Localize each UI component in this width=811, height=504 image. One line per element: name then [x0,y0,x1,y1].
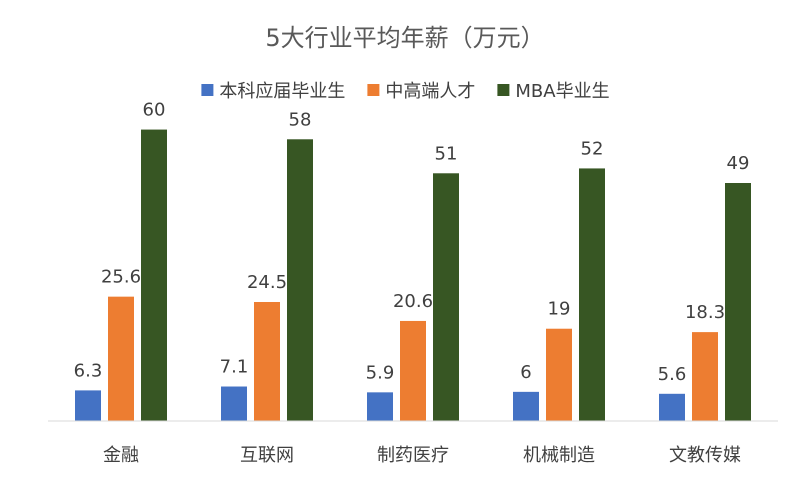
bar-3-4 [579,168,605,421]
legend-swatch-3 [497,84,510,96]
x-axis-ticks: 金融 互联网 制药医疗 机械制造 文教传媒 [103,445,741,466]
data-label-2-4: 19 [548,299,571,320]
bar-2-4 [546,328,572,421]
bar-2-2 [254,302,280,421]
bar-2-5 [692,332,718,421]
legend-label-1: 本科应届毕业生 [219,81,345,102]
bar-2-1 [108,296,134,421]
data-label-3-3: 51 [435,143,458,164]
data-label-2-3: 20.6 [393,291,433,312]
bar-1-2 [221,386,247,421]
bar-3-3 [433,173,459,421]
data-label-3-2: 58 [289,109,312,130]
chart-title: 5大行业平均年薪（万元） [265,24,544,52]
x-tick-label-2: 互联网 [240,445,294,466]
data-label-3-5: 49 [727,153,750,174]
bar-3-1 [141,129,167,422]
legend-label-3: MBA毕业生 [515,81,609,102]
bar-1-3 [367,392,393,421]
legend: 本科应届毕业生 中高端人才 MBA毕业生 [201,81,610,102]
bar-2-3 [400,320,426,421]
data-label-1-4: 6 [520,362,531,383]
legend-swatch-2 [367,84,380,96]
data-label-1-2: 7.1 [220,357,249,378]
bar-3-2 [287,139,313,422]
data-label-1-1: 6.3 [74,360,103,381]
legend-swatch-1 [201,84,214,96]
x-tick-label-1: 金融 [103,445,139,466]
bar-3-5 [725,183,751,421]
bar-1-4 [513,391,539,421]
x-tick-label-4: 机械制造 [523,445,595,466]
data-label-2-5: 18.3 [685,302,725,323]
data-label-1-5: 5.6 [658,364,687,385]
data-label-1-3: 5.9 [366,362,395,383]
plot-area: 6.3 25.6 60 7.1 24.5 58 5.9 20.6 51 6 19 52 5.6 18.3 4… [74,100,751,422]
x-tick-label-3: 制药医疗 [377,445,449,466]
data-label-3-4: 52 [581,138,604,159]
data-label-3-1: 60 [143,100,166,121]
bar-1-1 [75,390,101,421]
data-label-2-1: 25.6 [101,267,141,288]
data-label-2-2: 24.5 [247,272,287,293]
bar-1-5 [659,393,685,421]
x-tick-label-5: 文教传媒 [669,445,741,466]
legend-label-2: 中高端人才 [385,81,475,102]
